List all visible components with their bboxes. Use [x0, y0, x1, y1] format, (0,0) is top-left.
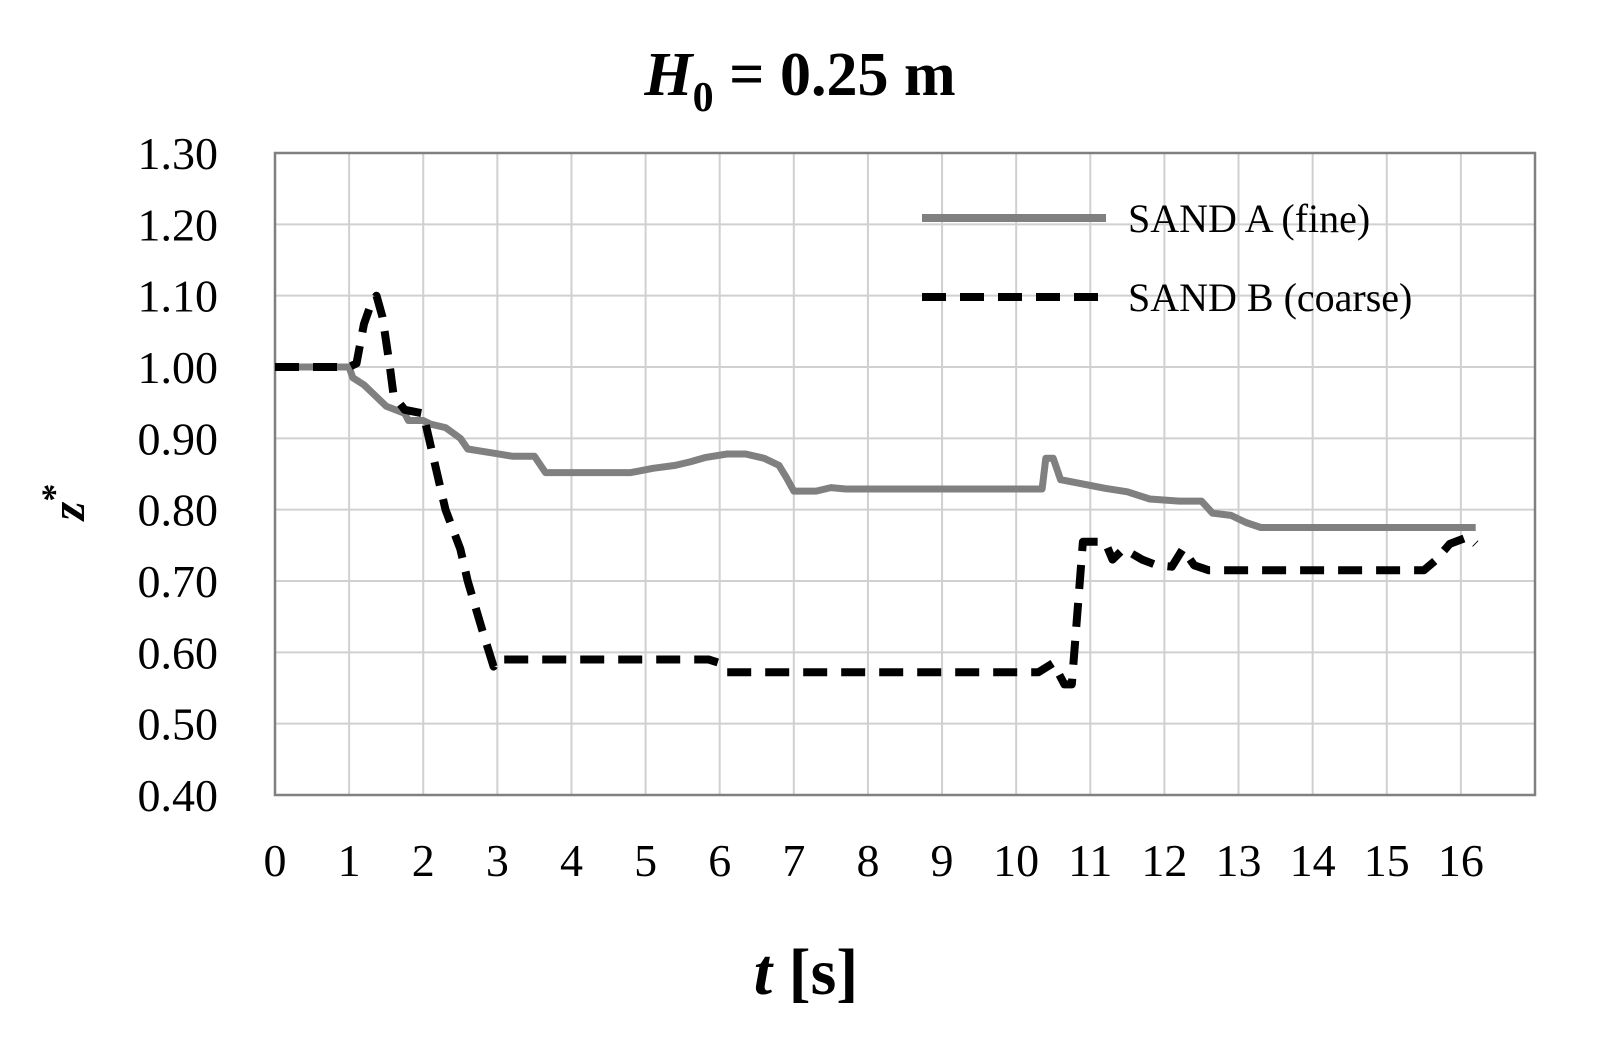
y-axis-label: z* [34, 484, 95, 523]
y-axis-ticks: 0.40 0.50 0.60 0.70 0.80 0.90 1.00 1.10 1.20 1.30 [138, 128, 219, 821]
y-tick-label: 0.80 [138, 485, 219, 536]
grid [275, 153, 1535, 795]
y-tick-label: 0.50 [138, 699, 219, 750]
x-tick-label: 1 [338, 835, 361, 886]
x-tick-label: 16 [1438, 835, 1484, 886]
series-line-2 [275, 291, 1479, 689]
x-tick-label: 3 [486, 835, 509, 886]
series [275, 291, 1479, 689]
plot-area-frame [273, 151, 1537, 797]
y-tick-label: 0.40 [138, 770, 219, 821]
x-tick-label: 6 [708, 835, 731, 886]
x-tick-label: 13 [1216, 835, 1262, 886]
chart-title: H0 = 0.25 m [643, 41, 955, 121]
x-tick-label: 4 [560, 835, 583, 886]
x-tick-label: 10 [993, 835, 1039, 886]
y-axis-label-variable: z [42, 501, 95, 522]
x-tick-label: 2 [412, 835, 435, 886]
y-tick-label: 0.60 [138, 627, 219, 678]
x-tick-label: 0 [264, 835, 287, 886]
y-axis-label-superscript: * [34, 484, 74, 502]
chart-title-rest: = 0.25 m [714, 41, 956, 109]
chart-title-variable: H [643, 41, 694, 109]
x-axis-label-unit: [s] [772, 936, 858, 1009]
x-tick-label: 8 [856, 835, 879, 886]
x-tick-label: 11 [1068, 835, 1112, 886]
x-tick-label: 12 [1141, 835, 1187, 886]
y-tick-label: 1.30 [138, 128, 219, 179]
x-axis-ticks: 0 1 2 3 4 5 6 7 8 9 10 11 12 13 14 15 16 [264, 835, 1484, 886]
x-tick-label: 14 [1290, 835, 1336, 886]
x-axis-label-variable: t [754, 936, 774, 1009]
x-axis-label: t [s] [754, 936, 859, 1009]
y-tick-label: 1.00 [138, 342, 219, 393]
legend: SAND A (fine) SAND B (coarse) [922, 196, 1412, 320]
chart-title-subscript: 0 [693, 75, 714, 121]
x-tick-label: 7 [782, 835, 805, 886]
legend-label-1: SAND A (fine) [1128, 196, 1370, 241]
y-tick-label: 1.20 [138, 199, 219, 250]
x-tick-label: 15 [1364, 835, 1410, 886]
y-tick-label: 0.70 [138, 556, 219, 607]
series-line-1 [275, 363, 1476, 531]
x-tick-label: 9 [931, 835, 954, 886]
y-tick-label: 0.90 [138, 413, 219, 464]
y-tick-label: 1.10 [138, 271, 219, 322]
legend-label-2: SAND B (coarse) [1128, 275, 1412, 320]
x-tick-label: 5 [634, 835, 657, 886]
